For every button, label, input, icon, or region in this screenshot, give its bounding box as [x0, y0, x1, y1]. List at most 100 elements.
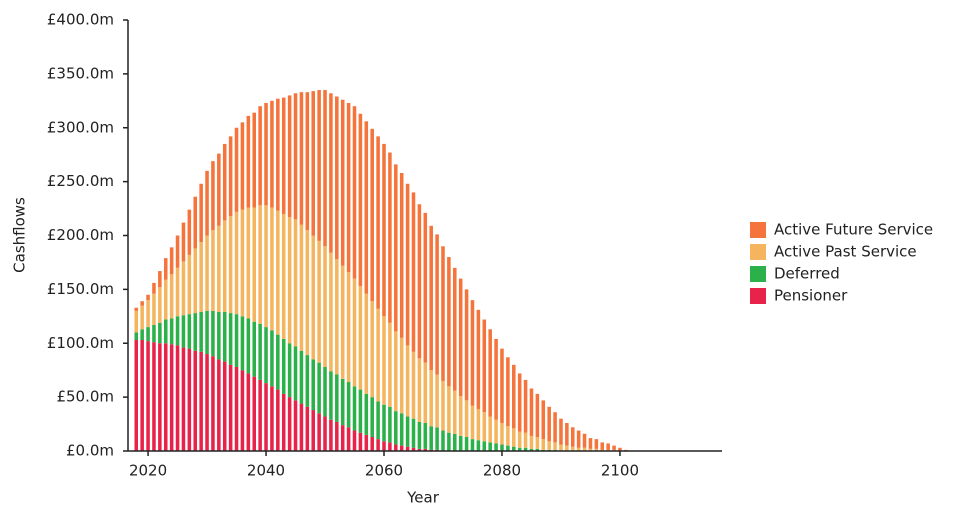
bar-segment — [494, 443, 498, 451]
bar-segment — [205, 354, 209, 451]
bar-segment — [423, 448, 428, 451]
bar-segment — [193, 196, 198, 249]
bar-segment — [606, 443, 610, 450]
bar-segment — [217, 312, 221, 360]
bar-segment — [382, 316, 386, 405]
bar-segment — [293, 219, 298, 347]
bar-segment — [417, 358, 422, 422]
bar-segment — [158, 287, 162, 323]
bar-segment — [535, 393, 540, 437]
bar-segment — [388, 406, 392, 443]
bar-segment — [158, 271, 162, 288]
bar-segment — [169, 274, 174, 319]
bar-segment — [299, 403, 304, 451]
bar-segment — [394, 411, 398, 445]
bar-segment — [340, 265, 345, 379]
y-tick-label: £150.0m — [47, 280, 114, 298]
bar-segment — [311, 359, 315, 411]
bar-segment — [429, 225, 433, 371]
bar-segment — [175, 345, 180, 451]
bar-segment — [470, 300, 475, 406]
bar-segment — [494, 419, 498, 444]
bar-segment — [299, 224, 304, 351]
y-tick-label: £0.0m — [66, 442, 114, 460]
bar-segment — [441, 246, 445, 381]
bar-segment — [329, 419, 333, 451]
bar-segment — [140, 305, 144, 330]
bar-segment — [246, 318, 251, 374]
bar-segment — [512, 446, 516, 451]
bar-segment — [417, 421, 422, 449]
bar-segment — [276, 98, 280, 211]
bar-segment — [140, 301, 144, 306]
bar-segment — [340, 99, 345, 266]
bar-segment — [335, 374, 339, 422]
bar-segment — [169, 318, 174, 345]
bar-segment — [317, 240, 321, 363]
bar-segment — [287, 397, 292, 451]
bar-segment — [464, 289, 469, 401]
bar-segment — [346, 272, 351, 383]
bar-segment — [500, 348, 504, 423]
bar-segment — [287, 343, 292, 398]
bar-segment — [258, 323, 262, 380]
bar-segment — [470, 405, 475, 440]
bar-segment — [423, 422, 428, 449]
bar-segment — [228, 313, 233, 365]
x-tick-label: 2040 — [247, 462, 285, 480]
bar-segment — [140, 340, 144, 451]
bar-segment — [199, 312, 203, 352]
bar-segment — [394, 164, 398, 332]
bar-segment — [476, 309, 481, 409]
bar-segment — [340, 378, 345, 426]
bar-segment — [346, 427, 351, 451]
bar-segment — [618, 447, 622, 451]
bar-segment — [512, 428, 516, 447]
bar-segment — [293, 346, 298, 401]
bar-segment — [175, 267, 180, 317]
bar-segment — [399, 173, 404, 338]
bar-segment — [264, 102, 268, 206]
bar-segment — [570, 427, 575, 447]
bar-segment — [217, 153, 221, 226]
bar-segment — [594, 439, 599, 449]
bar-segment — [405, 183, 410, 346]
bar-segment — [523, 379, 528, 433]
y-tick-label: £350.0m — [47, 64, 114, 82]
bar-segment — [559, 418, 563, 445]
bar-segment — [305, 230, 310, 356]
bar-segment — [364, 393, 369, 435]
bar-segment — [594, 448, 599, 451]
bar-segment — [240, 370, 245, 451]
bar-segment — [323, 246, 327, 367]
bar-segment — [411, 418, 416, 448]
bar-segment — [222, 143, 227, 221]
bar-segment — [399, 445, 404, 451]
bar-segment — [234, 127, 239, 212]
bar-segment — [329, 93, 333, 253]
bar-segment — [529, 435, 534, 449]
bar-segment — [146, 341, 150, 451]
bar-segment — [293, 400, 298, 451]
bar-segment — [323, 416, 327, 451]
bar-segment — [529, 388, 534, 436]
bar-segment — [411, 351, 416, 419]
bar-segment — [299, 350, 304, 404]
bar-segment — [405, 345, 410, 417]
bar-segment — [158, 322, 162, 344]
bar-segment — [464, 436, 469, 451]
bar-segment — [270, 207, 274, 331]
bar-segment — [134, 332, 139, 341]
y-tick-label: £200.0m — [47, 226, 114, 244]
bar-segment — [281, 213, 286, 339]
bar-segment — [311, 235, 315, 360]
bar-segment — [305, 406, 310, 451]
bar-segment — [281, 393, 286, 451]
bar-segment — [476, 408, 481, 441]
bar-segment — [134, 310, 139, 333]
bar-segment — [358, 432, 363, 451]
bar-segment — [317, 413, 321, 451]
bar-segment — [547, 406, 551, 442]
bar-segment — [222, 312, 227, 362]
